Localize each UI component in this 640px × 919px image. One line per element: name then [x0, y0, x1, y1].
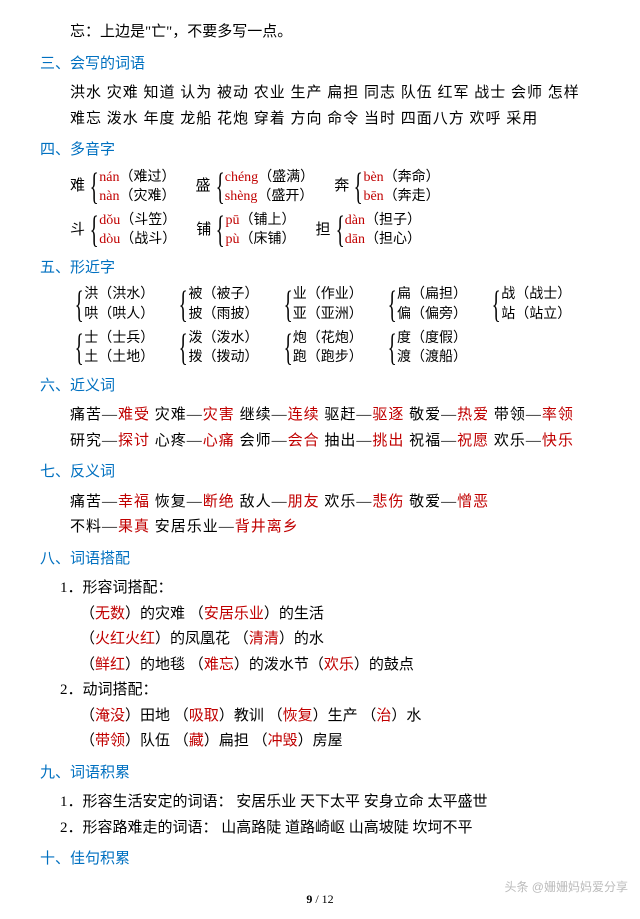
section-5-title: 五、形近字 [40, 256, 600, 282]
similar-char-group: {炮（花炮）跑（跑步） [279, 329, 363, 368]
section-10-title: 十、佳句积累 [40, 847, 600, 873]
similar-char-group: {战（战士）站（站立） [487, 285, 571, 324]
polyphone-group: 难{nán（难过）nàn（灾难） [70, 168, 175, 207]
polyphone-block: 难{nán（难过）nàn（灾难） 盛{chéng（盛满）shèng（盛开） 奔{bè… [40, 168, 600, 250]
antonym-row: 不料—果真 安居乐业—背井离乡 [40, 515, 600, 541]
adjective-collocations: （无数）的灾难 （安居乐业）的生活（火红火红）的凤凰花 （清清）的水（鲜红）的地… [40, 602, 600, 679]
intro-note: 忘：上边是"亡"，不要多写一点。 [40, 20, 600, 46]
collocation-row: （火红火红）的凤凰花 （清清）的水 [40, 627, 600, 653]
synonym-row: 痛苦—难受 灾难—灾害 继续—连续 驱赶—驱逐 敬爱—热爱 带领—率领 [40, 403, 600, 429]
similar-char-group: {士（士兵）土（土地） [70, 329, 154, 368]
antonyms-block: 痛苦—幸福 恢复—断绝 敌人—朋友 欢乐—悲伤 敬爱—憎恶不料—果真 安居乐业—… [40, 490, 600, 541]
collocation-row: （带领）队伍 （藏）扁担 （冲毁）房屋 [40, 729, 600, 755]
similar-char-group: {业（作业）亚（亚洲） [279, 285, 363, 324]
section-9-title: 九、词语积累 [40, 761, 600, 787]
antonym-row: 痛苦—幸福 恢复—断绝 敌人—朋友 欢乐—悲伤 敬爱—憎恶 [40, 490, 600, 516]
collocation-row: （鲜红）的地毯 （难忘）的泼水节（欢乐）的鼓点 [40, 653, 600, 679]
collocation-sub1: 1．形容词搭配： [40, 576, 600, 602]
synonym-row: 研究—探讨 心疼—心痛 会师—会合 抽出—挑出 祝福—祝愿 欢乐—快乐 [40, 429, 600, 455]
similar-char-group: {扁（扁担）偏（偏旁） [383, 285, 467, 324]
section-6-title: 六、近义词 [40, 374, 600, 400]
polyphone-group: 铺{pū（铺上）pù（床铺） [196, 211, 295, 250]
collocation-sub2: 2．动词搭配： [40, 678, 600, 704]
words-line-1: 洪水 灾难 知道 认为 被动 农业 生产 扁担 同志 队伍 红军 战士 会师 怎… [40, 81, 600, 107]
collocation-row: （淹没）田地 （吸取）教训 （恢复）生产 （治）水 [40, 704, 600, 730]
similar-chars-block: {洪（洪水）哄（哄人） {被（被子）披（雨披） {业（作业）亚（亚洲） {扁（扁担）偏… [40, 285, 600, 367]
similar-char-group: {泼（泼水）拨（拨动） [174, 329, 258, 368]
page-total: 12 [322, 892, 334, 906]
verb-collocations: （淹没）田地 （吸取）教训 （恢复）生产 （治）水（带领）队伍 （藏）扁担 （冲… [40, 704, 600, 755]
polyphone-group: 担{dàn（担子）dān（担心） [316, 211, 421, 250]
similar-char-group: {洪（洪水）哄（哄人） [70, 285, 154, 324]
similar-char-group: {度（度假）渡（渡船） [383, 329, 467, 368]
polyphone-group: 盛{chéng（盛满）shèng（盛开） [195, 168, 314, 207]
section-3-title: 三、会写的词语 [40, 52, 600, 78]
watermark: 头条 @姗姗妈妈爱分享 [504, 878, 628, 895]
section-8-title: 八、词语搭配 [40, 547, 600, 573]
document-page: 忘：上边是"亡"，不要多写一点。 三、会写的词语 洪水 灾难 知道 认为 被动 … [0, 0, 640, 919]
accum-line-1: 1．形容生活安定的词语： 安居乐业 天下太平 安身立命 太平盛世 [40, 790, 600, 816]
polyphone-group: 斗{dǒu（斗笠）dòu（战斗） [70, 211, 176, 250]
section-7-title: 七、反义词 [40, 460, 600, 486]
page-current: 9 [306, 892, 312, 906]
polyphone-group: 奔{bèn（奔命）bēn（奔走） [334, 168, 439, 207]
collocation-row: （无数）的灾难 （安居乐业）的生活 [40, 602, 600, 628]
section-4-title: 四、多音字 [40, 138, 600, 164]
accum-line-2: 2．形容路难走的词语： 山高路陡 道路崎岖 山高坡陡 坎坷不平 [40, 816, 600, 842]
synonyms-block: 痛苦—难受 灾难—灾害 继续—连续 驱赶—驱逐 敬爱—热爱 带领—率领研究—探讨… [40, 403, 600, 454]
similar-char-group: {被（被子）披（雨披） [174, 285, 258, 324]
words-line-2: 难忘 泼水 年度 龙船 花炮 穿着 方向 命令 当时 四面八方 欢呼 采用 [40, 107, 600, 133]
